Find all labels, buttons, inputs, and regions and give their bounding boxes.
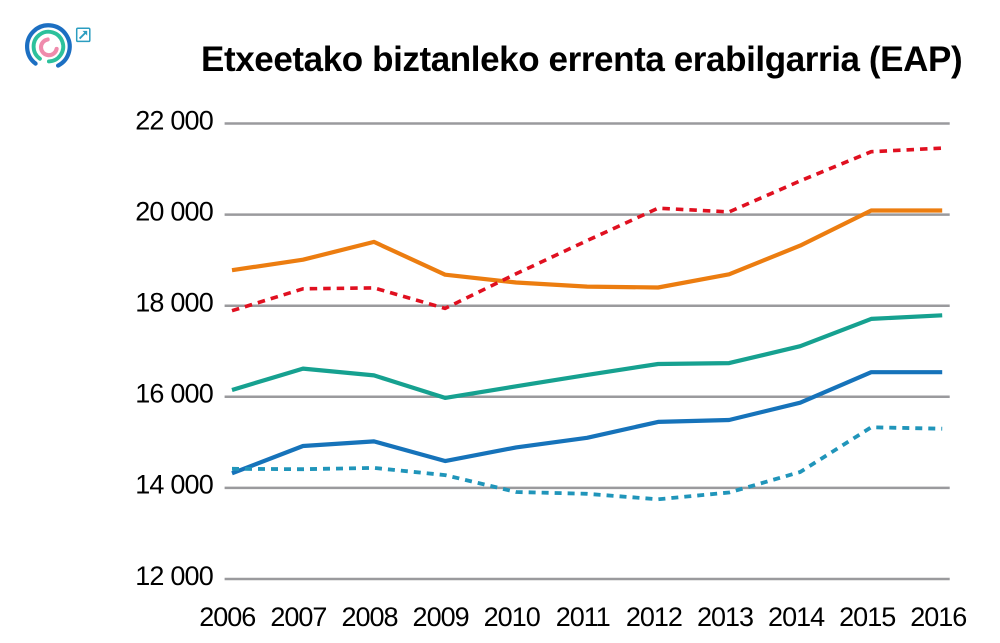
svg-text:22 000: 22 000 xyxy=(135,105,213,135)
svg-text:14 000: 14 000 xyxy=(135,470,213,500)
svg-text:2013: 2013 xyxy=(697,602,753,632)
svg-text:2006: 2006 xyxy=(199,602,255,632)
svg-text:2012: 2012 xyxy=(626,602,682,632)
svg-text:2016: 2016 xyxy=(910,602,966,632)
svg-text:2010: 2010 xyxy=(484,602,540,632)
svg-text:12 000: 12 000 xyxy=(135,561,213,591)
svg-text:2008: 2008 xyxy=(341,602,397,632)
svg-text:Etxeetako biztanleko errenta e: Etxeetako biztanleko errenta erabilgarri… xyxy=(201,40,962,79)
svg-text:2015: 2015 xyxy=(839,602,895,632)
svg-text:2007: 2007 xyxy=(270,602,326,632)
svg-text:20 000: 20 000 xyxy=(135,196,213,226)
svg-text:18 000: 18 000 xyxy=(135,288,213,318)
svg-text:2014: 2014 xyxy=(768,602,825,632)
svg-text:16 000: 16 000 xyxy=(135,379,213,409)
svg-text:2009: 2009 xyxy=(413,602,469,632)
svg-text:2011: 2011 xyxy=(556,602,610,632)
